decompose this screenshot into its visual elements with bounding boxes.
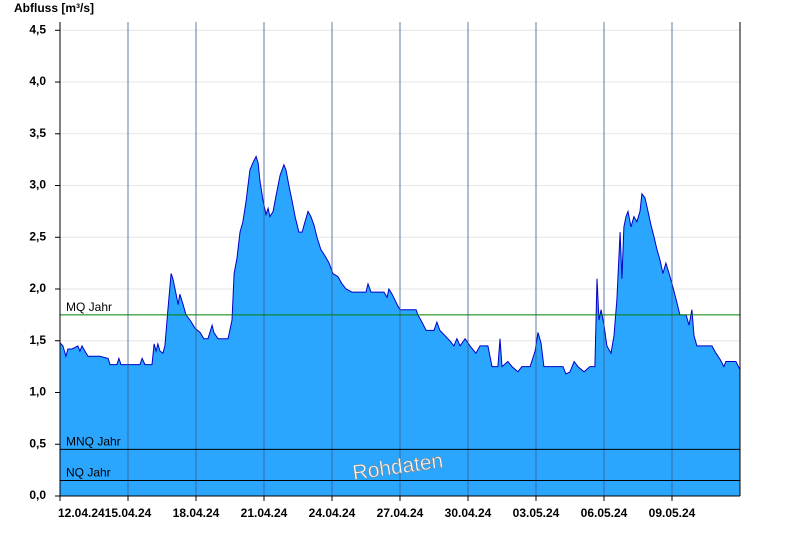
y-tick-label: 1,5: [29, 333, 46, 347]
y-tick-label: 2,0: [29, 281, 46, 295]
reference-label: MQ Jahr: [66, 300, 112, 314]
x-tick-label: 18.04.24: [173, 506, 220, 520]
x-tick-label: 12.04.24: [58, 506, 105, 520]
y-axis-label: Abfluss [m³/s]: [14, 1, 94, 15]
x-tick-label: 03.05.24: [513, 506, 560, 520]
area-line: [59, 155, 741, 375]
y-tick-label: 3,5: [29, 126, 46, 140]
x-tick-label: 24.04.24: [309, 506, 356, 520]
x-tick-label: 09.05.24: [649, 506, 696, 520]
y-tick-label: 4,0: [29, 74, 46, 88]
y-tick-label: 3,0: [29, 178, 46, 192]
reference-label: MNQ Jahr: [66, 435, 121, 449]
reference-label: NQ Jahr: [66, 466, 111, 480]
x-tick-label: 15.04.24: [105, 506, 152, 520]
y-tick-label: 0,0: [29, 488, 46, 502]
y-tick-label: 1,0: [29, 385, 46, 399]
x-tick-label: 30.04.24: [445, 506, 492, 520]
y-tick-label: 0,5: [29, 436, 46, 450]
x-tick-label: 27.04.24: [377, 506, 424, 520]
x-tick-label: 06.05.24: [581, 506, 628, 520]
x-tick-label: 21.04.24: [241, 506, 288, 520]
y-tick-label: 4,5: [29, 22, 46, 36]
y-tick-label: 2,5: [29, 229, 46, 243]
